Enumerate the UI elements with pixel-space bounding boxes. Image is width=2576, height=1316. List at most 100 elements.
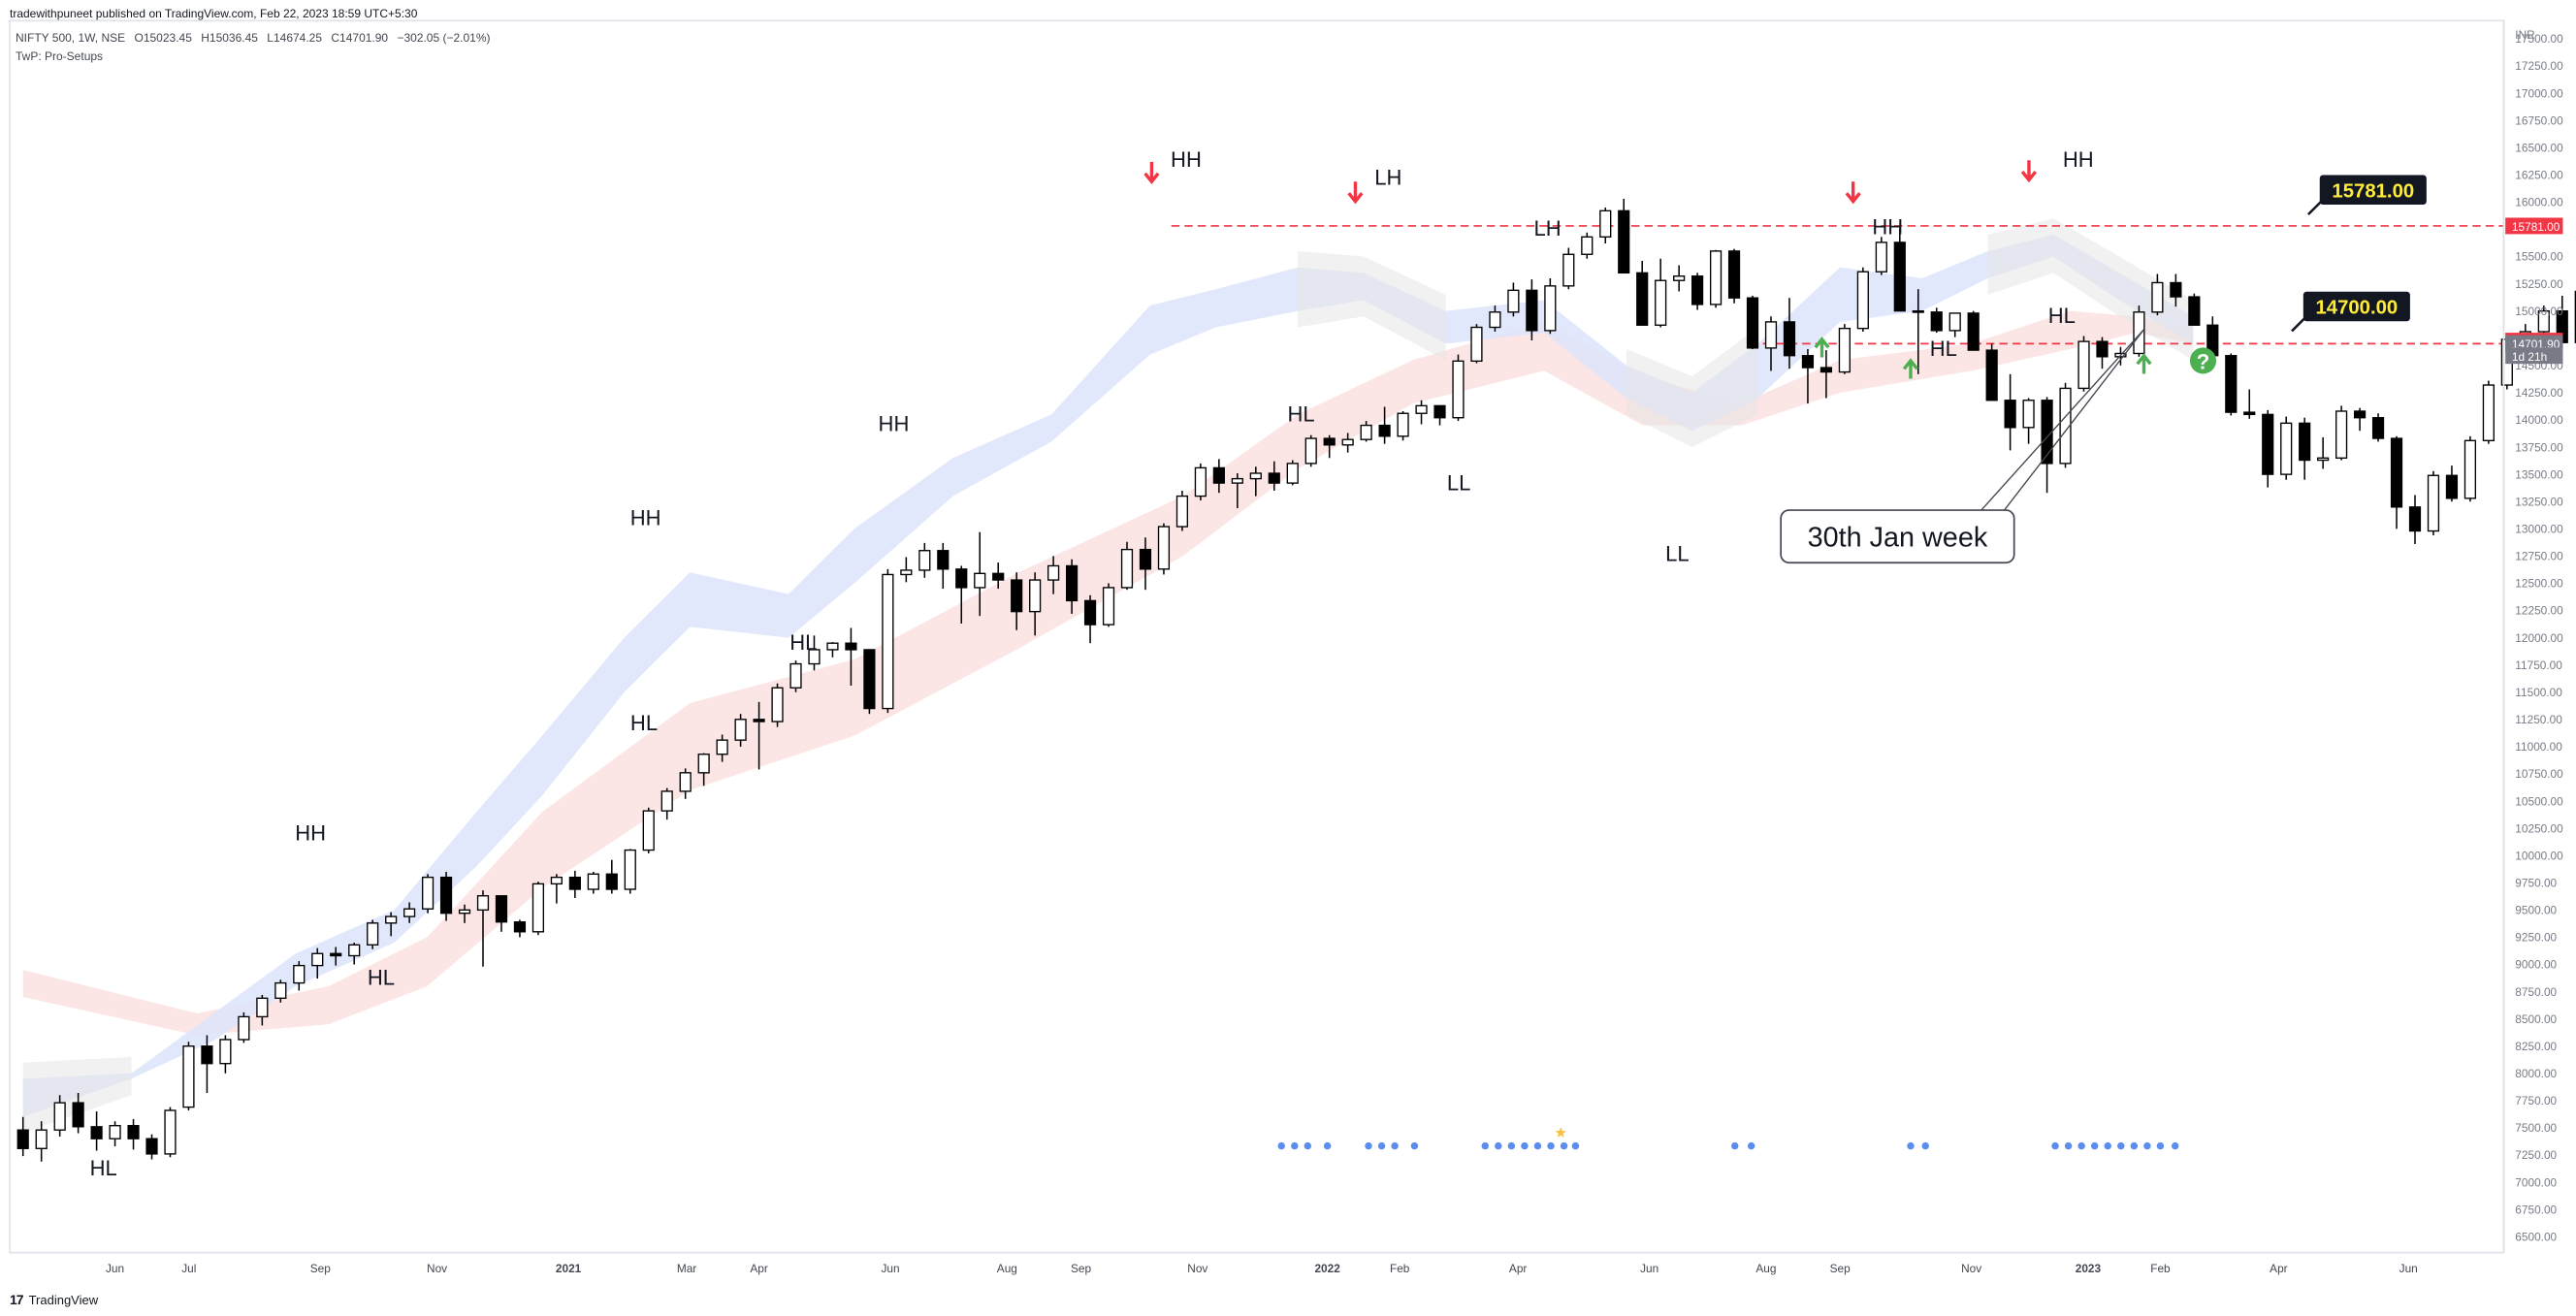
candle[interactable] (918, 542, 931, 578)
candle[interactable] (2317, 436, 2330, 469)
price-level-label[interactable]: 15781.00 (2306, 175, 2427, 216)
candle[interactable] (35, 1121, 48, 1162)
candle[interactable] (1065, 559, 1079, 614)
candle[interactable] (2225, 353, 2238, 416)
candle[interactable] (1452, 354, 1465, 422)
candle[interactable] (660, 787, 673, 820)
candle[interactable] (1618, 198, 1630, 274)
candle[interactable] (1083, 594, 1097, 644)
candle[interactable] (716, 734, 728, 762)
candle[interactable] (1011, 572, 1023, 630)
candle[interactable] (1856, 267, 1869, 333)
candle[interactable] (2537, 305, 2550, 334)
candle[interactable] (1801, 348, 1815, 404)
candle[interactable] (403, 902, 416, 923)
candle[interactable] (513, 919, 527, 938)
candle[interactable] (1304, 434, 1317, 467)
candle[interactable] (1102, 583, 1115, 627)
candle[interactable] (550, 874, 563, 904)
candle[interactable] (900, 557, 913, 583)
candle[interactable] (348, 943, 361, 965)
candle[interactable] (2280, 416, 2293, 480)
candle[interactable] (1286, 460, 1299, 486)
candle[interactable] (1047, 556, 1060, 594)
candle[interactable] (219, 1035, 232, 1074)
candle[interactable] (1673, 265, 1686, 292)
candle[interactable] (2482, 380, 2495, 444)
candle[interactable] (937, 542, 950, 590)
candle[interactable] (2188, 293, 2201, 326)
candle[interactable] (495, 895, 508, 932)
candle[interactable] (1544, 277, 1557, 335)
candle[interactable] (293, 961, 306, 991)
candle[interactable] (1360, 421, 1372, 442)
candle[interactable] (1783, 298, 1796, 369)
candle[interactable] (1691, 273, 1704, 310)
candle[interactable] (1470, 324, 1483, 364)
candle[interactable] (2335, 405, 2348, 461)
candle[interactable] (789, 660, 802, 692)
candle[interactable] (753, 701, 765, 770)
candle[interactable] (1967, 310, 1980, 351)
candle[interactable] (201, 1035, 213, 1094)
candle[interactable] (1139, 537, 1152, 591)
candle[interactable] (16, 1116, 29, 1157)
candle[interactable] (2390, 435, 2403, 530)
tradingview-logo-icon[interactable]: 17 (10, 1292, 24, 1307)
candle[interactable] (72, 1093, 84, 1134)
candle[interactable] (697, 753, 710, 786)
candle[interactable] (1212, 459, 1225, 494)
candle[interactable] (1120, 541, 1134, 591)
candle[interactable] (458, 904, 471, 923)
candle[interactable] (1655, 258, 1667, 328)
candle[interactable] (2151, 273, 2164, 316)
candle[interactable] (367, 919, 379, 949)
candle[interactable] (164, 1107, 177, 1158)
candle[interactable] (1709, 249, 1723, 308)
candle[interactable] (587, 872, 599, 894)
candle[interactable] (1838, 324, 1851, 374)
candle[interactable] (1378, 406, 1391, 444)
candle[interactable] (624, 849, 636, 894)
candle[interactable] (1415, 400, 1428, 425)
candle[interactable] (845, 627, 857, 686)
candle[interactable] (2299, 417, 2311, 480)
candle[interactable] (734, 714, 747, 747)
symbol-name[interactable]: NIFTY 500, 1W, NSE (16, 31, 126, 45)
candle[interactable] (53, 1095, 66, 1137)
candle[interactable] (2445, 465, 2459, 502)
candle[interactable] (1562, 247, 1575, 290)
candle[interactable] (1636, 261, 1649, 326)
candle[interactable] (1526, 279, 1538, 340)
candle[interactable] (1194, 463, 1207, 501)
indicator-name[interactable]: TwP: Pro-Setups (16, 49, 104, 63)
candle[interactable] (182, 1042, 195, 1110)
candle[interactable] (1912, 289, 1924, 374)
candle[interactable] (238, 1011, 250, 1043)
candle[interactable] (1433, 404, 1446, 426)
candle[interactable] (605, 859, 618, 894)
candle[interactable] (1489, 305, 1501, 333)
candle[interactable] (127, 1118, 140, 1150)
candle[interactable] (1581, 232, 1594, 259)
candle[interactable] (2371, 413, 2385, 442)
price-level-label[interactable]: 14700.00 (2291, 291, 2410, 333)
candle[interactable] (274, 979, 287, 1003)
candle[interactable] (1029, 572, 1042, 636)
candle[interactable] (642, 807, 655, 853)
candle[interactable] (1157, 523, 1171, 575)
candle[interactable] (1746, 295, 1759, 349)
candle[interactable] (311, 947, 324, 979)
candle[interactable] (826, 642, 839, 658)
candle[interactable] (1249, 466, 1262, 497)
candle[interactable] (2243, 389, 2256, 419)
candle[interactable] (2059, 382, 2072, 468)
candle[interactable] (1231, 473, 1243, 508)
candle[interactable] (1341, 433, 1354, 453)
candle[interactable] (256, 994, 269, 1026)
candle[interactable] (145, 1134, 158, 1160)
candle[interactable] (2427, 470, 2440, 536)
candle[interactable] (2041, 397, 2053, 494)
candle[interactable] (476, 890, 490, 967)
